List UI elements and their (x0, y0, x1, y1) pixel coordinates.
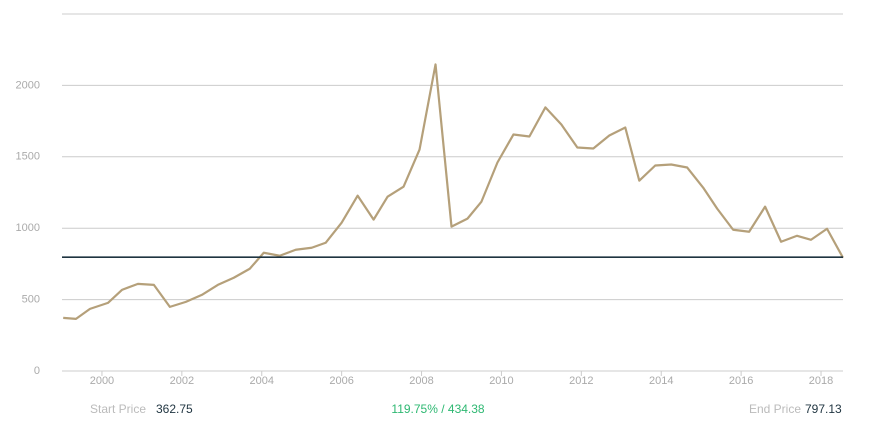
x-tick-label: 2010 (489, 375, 513, 387)
price-change: 119.75% / 434.38 (391, 402, 485, 416)
y-tick-label: 1000 (16, 222, 40, 234)
y-tick-label: 0 (34, 365, 40, 377)
x-tick-label: 2018 (809, 375, 833, 387)
start-price: 362.75 (156, 402, 193, 416)
price-line (63, 63, 844, 320)
x-tick-label: 2014 (649, 375, 673, 387)
x-tick-label: 2002 (170, 375, 194, 387)
y-tick-label: 2000 (16, 79, 40, 91)
x-tick-label: 2008 (409, 375, 433, 387)
x-tick-label: 2016 (729, 375, 753, 387)
y-tick-label: 1500 (16, 151, 40, 163)
start-label: Start Price (90, 402, 146, 416)
x-tick-label: 2012 (569, 375, 593, 387)
x-tick-label: 2004 (250, 375, 274, 387)
end-price: 797.13 (805, 402, 842, 416)
end-label: End Price (749, 402, 801, 416)
x-tick-label: 2006 (329, 375, 353, 387)
y-tick-label: 500 (22, 294, 40, 306)
x-tick-label: 2000 (90, 375, 114, 387)
